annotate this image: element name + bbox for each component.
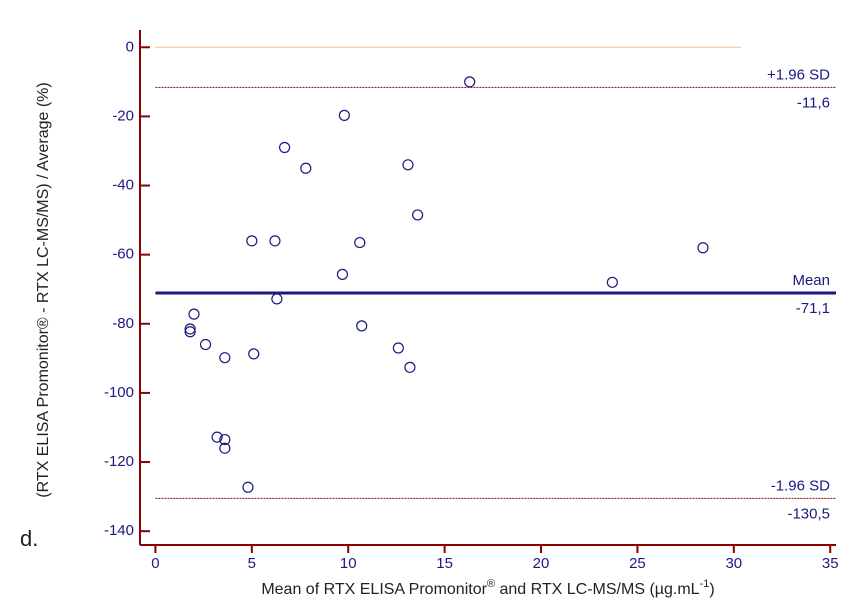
point [392, 342, 404, 354]
point [184, 326, 196, 338]
point [199, 338, 212, 351]
point [697, 242, 709, 254]
y-tick-label: -140 [104, 522, 134, 539]
point [412, 209, 424, 221]
y-tick-label: -80 [112, 315, 134, 332]
point [219, 433, 231, 446]
point [211, 431, 223, 443]
x-tick-label: 0 [151, 555, 159, 572]
point [404, 361, 416, 373]
reference-value: -11,6 [797, 94, 830, 111]
point [242, 481, 254, 493]
point [219, 442, 231, 454]
point [248, 348, 260, 360]
y-tick-label: 0 [126, 38, 134, 55]
x-tick-label: 30 [725, 555, 742, 572]
x-tick-label: 5 [248, 555, 256, 572]
point [300, 162, 312, 174]
point [354, 236, 366, 249]
y-tick-label: -60 [112, 246, 134, 263]
panel-label: d. [20, 526, 38, 551]
point [402, 159, 414, 171]
reference-name: -1.96 SD [771, 477, 830, 494]
x-tick-label: 20 [533, 555, 550, 572]
y-tick-label: -120 [104, 453, 134, 470]
point [184, 323, 196, 335]
point [269, 235, 281, 247]
point [278, 141, 291, 154]
point [246, 235, 258, 247]
point [338, 109, 350, 121]
y-axis-title: (RTX ELISA Promonitor® - RTX LC-MS/MS) /… [35, 82, 52, 497]
x-tick-label: 35 [822, 555, 839, 572]
point [464, 76, 476, 88]
x-axis-title: Mean of RTX ELISA Promonitor® and RTX LC… [261, 578, 714, 598]
point [188, 308, 200, 320]
y-tick-label: -100 [104, 384, 134, 401]
x-tick-label: 25 [629, 555, 646, 572]
reference-name: +1.96 SD [767, 66, 830, 83]
point [271, 293, 283, 305]
x-tick-label: 15 [436, 555, 453, 572]
point [336, 268, 349, 280]
reference-name: Mean [792, 272, 830, 289]
point [356, 320, 368, 332]
reference-value: -71,1 [796, 300, 830, 317]
point [219, 352, 231, 364]
y-tick-label: -20 [112, 107, 134, 124]
y-tick-label: -40 [112, 177, 134, 194]
reference-value: -130,5 [787, 505, 830, 522]
x-tick-label: 10 [340, 555, 357, 572]
point [606, 276, 618, 288]
